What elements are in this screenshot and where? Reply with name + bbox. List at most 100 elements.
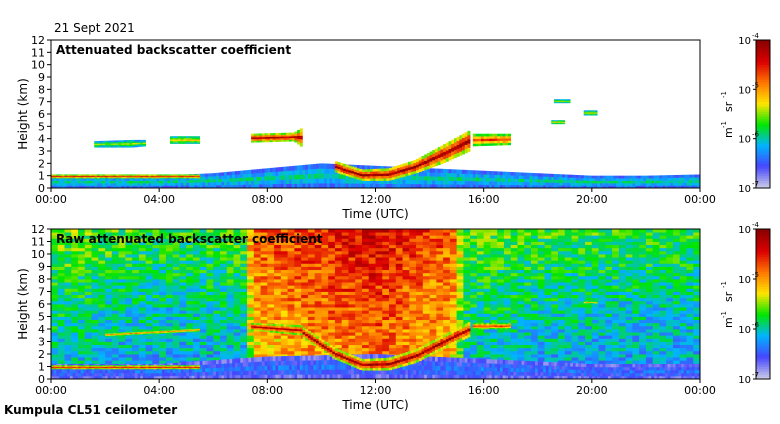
noise-cell [308,248,315,252]
noise-cell [58,310,65,314]
noise-cell [254,338,261,342]
noise-cell [396,313,403,317]
y-tick-label: 10 [31,59,45,72]
noise-cell [71,335,78,339]
noise-cell [193,338,200,342]
noise-cell [288,351,295,355]
layer-cell [678,183,681,186]
layer-cell [413,163,416,166]
layer-cell [446,169,449,173]
layer-cell [554,120,557,121]
noise-cell [261,267,268,271]
noise-cell [206,267,213,271]
noise-cell [403,338,410,342]
layer-cell [389,168,392,171]
noise-cell [85,348,92,352]
noise-cell [220,307,227,311]
noise-cell [200,323,207,327]
noise-cell [382,235,389,239]
noise-cell [301,279,308,283]
noise-cell [355,251,362,255]
noise-cell [71,295,78,299]
layer-cell [135,140,138,142]
noise-cell [321,279,328,283]
noise-cell [213,298,220,302]
noise-cell [78,298,85,302]
layer-cell [170,174,173,175]
layer-cell [559,180,562,183]
layer-cell [92,181,95,184]
layer-cell [381,171,384,174]
layer-cell [286,175,289,180]
layer-cell [202,179,205,182]
layer-cell [492,143,495,146]
layer-cell [294,175,297,180]
layer-cell [338,171,341,174]
noise-cell [281,251,288,255]
layer-cell [478,141,481,144]
noise-cell [247,304,254,308]
noise-cell [328,285,335,289]
layer-cell [497,141,500,144]
noise-cell [58,332,65,336]
colorbar-segment [756,77,770,80]
noise-cell [220,260,227,264]
noise-cell [247,345,254,349]
layer-cell [389,175,392,178]
layer-cell [473,134,476,137]
layer-cell [662,178,665,181]
noise-cell [328,326,335,330]
layer-cell [478,134,481,137]
layer-cell [284,179,287,184]
colorbar-segment [756,114,770,117]
noise-cell [240,288,247,292]
layer-cell [235,178,238,182]
noise-cell [234,335,241,339]
layer-cell [227,172,230,176]
noise-cell [301,320,308,324]
layer-cell [454,138,457,142]
layer-cell [246,181,249,185]
noise-cell [51,251,58,255]
layer-cell [689,175,692,178]
noise-cell [227,263,234,267]
noise-cell [200,282,207,286]
noise-cell [105,288,112,292]
layer-cell [438,147,441,151]
layer-cell [300,139,303,143]
layer-cell [140,140,143,142]
layer-cell [430,165,433,169]
noise-cell [355,260,362,264]
noise-cell [301,342,308,346]
noise-cell [274,273,281,277]
layer-cell [608,176,611,179]
noise-cell [105,301,112,305]
noise-cell [261,313,268,317]
noise-cell [132,357,139,361]
noise-cell [179,338,186,342]
noise-cell [409,273,416,277]
noise-cell [98,351,105,355]
layer-cell [83,181,86,184]
layer-cell [419,163,422,166]
noise-cell [105,257,112,261]
noise-cell [220,304,227,308]
colorbar-segment [756,126,770,129]
layer-cell [216,182,219,185]
noise-cell [105,270,112,274]
noise-cell [186,332,193,336]
layer-cell [354,170,357,173]
layer-cell [340,163,343,166]
layer-cell [359,178,362,181]
layer-cell [440,180,443,184]
noise-cell [213,345,220,349]
noise-cell [92,326,99,330]
noise-cell [119,282,126,286]
layer-cell [497,175,500,179]
layer-cell [646,183,649,186]
noise-cell [200,326,207,330]
layer-cell [430,180,433,184]
layer-cell [654,175,657,178]
noise-cell [335,320,342,324]
layer-cell [641,181,644,184]
